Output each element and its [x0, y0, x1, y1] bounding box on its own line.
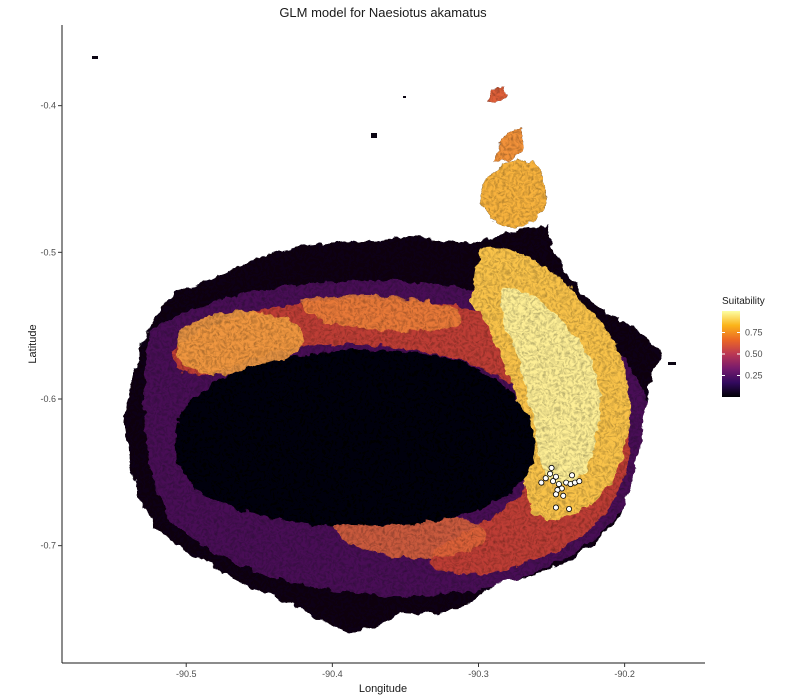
legend-title: Suitability — [722, 296, 765, 307]
occurrence-point — [550, 478, 557, 485]
occurrence-point — [552, 473, 559, 480]
x-tick-label: -90.5 — [176, 669, 197, 679]
occurrence-point — [552, 504, 559, 511]
legend-colorbar — [722, 311, 740, 397]
occurrence-point — [548, 464, 555, 471]
occurrence-point — [552, 491, 559, 498]
y-tick-label: -0.5 — [40, 247, 56, 257]
occurrence-point — [569, 472, 576, 479]
occurrence-point — [542, 475, 549, 482]
legend-tick-label: 0.75 — [745, 328, 763, 338]
y-axis-ticks: -0.4 -0.5 -0.6 -0.7 — [40, 101, 62, 551]
occurrence-points — [538, 464, 583, 512]
legend: Suitability 0.25 0.50 0.75 — [722, 296, 765, 397]
legend-tick-label: 0.50 — [745, 349, 763, 359]
occurrence-point — [576, 478, 583, 485]
stray-pixel — [403, 96, 406, 98]
stray-pixel — [371, 133, 377, 138]
legend-tick-label: 0.25 — [745, 371, 763, 381]
stray-pixel — [668, 362, 676, 365]
legend-ticks: 0.25 0.50 0.75 — [722, 328, 763, 381]
occurrence-point — [538, 479, 545, 486]
y-tick-label: -0.7 — [40, 541, 56, 551]
x-tick-label: -90.3 — [468, 669, 489, 679]
x-tick-label: -90.4 — [322, 669, 343, 679]
x-tick-label: -90.2 — [614, 669, 635, 679]
chart-title: GLM model for Naesiotus akamatus — [279, 5, 487, 20]
x-axis-title: Longitude — [359, 683, 407, 695]
x-axis-ticks: -90.5 -90.4 -90.3 -90.2 — [176, 663, 635, 679]
occurrence-point — [555, 481, 562, 488]
y-tick-label: -0.4 — [40, 101, 56, 111]
stray-pixel — [92, 56, 98, 59]
occurrence-point — [547, 470, 554, 477]
occurrence-point — [560, 492, 567, 499]
y-tick-label: -0.6 — [40, 394, 56, 404]
occurrence-point — [566, 505, 573, 512]
y-axis-title: Latitude — [27, 324, 39, 363]
